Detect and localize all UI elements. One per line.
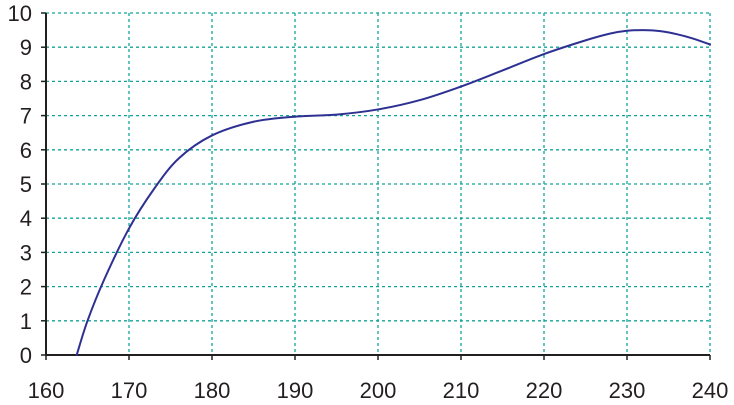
y-tick-label: 9 <box>20 35 32 60</box>
x-tick-label: 160 <box>28 378 65 403</box>
y-tick-label: 3 <box>20 240 32 265</box>
x-tick-label: 180 <box>194 378 231 403</box>
y-tick-label: 7 <box>20 104 32 129</box>
x-tick-label: 190 <box>277 378 314 403</box>
y-tick-labels: 0 1 2 3 4 5 6 7 8 9 10 <box>8 1 32 368</box>
y-tick-label: 10 <box>8 1 32 26</box>
grid-lines <box>46 12 711 355</box>
y-tick-label: 5 <box>20 172 32 197</box>
axes <box>41 12 711 360</box>
x-tick-label: 220 <box>526 378 563 403</box>
x-tick-label: 230 <box>609 378 646 403</box>
y-tick-label: 4 <box>20 206 32 231</box>
y-tick-label: 8 <box>20 69 32 94</box>
y-tick-label: 2 <box>20 275 32 300</box>
y-tick-label: 1 <box>20 309 32 334</box>
x-tick-label: 170 <box>111 378 148 403</box>
series-line <box>75 29 711 356</box>
y-tick-label: 6 <box>20 138 32 163</box>
y-tick-label: 0 <box>20 343 32 368</box>
x-tick-label: 200 <box>360 378 397 403</box>
x-tick-labels: 160 170 180 190 200 210 220 230 240 <box>28 378 729 403</box>
x-tick-label: 210 <box>443 378 480 403</box>
x-tick-label: 240 <box>692 378 729 403</box>
series-layer <box>75 29 711 356</box>
